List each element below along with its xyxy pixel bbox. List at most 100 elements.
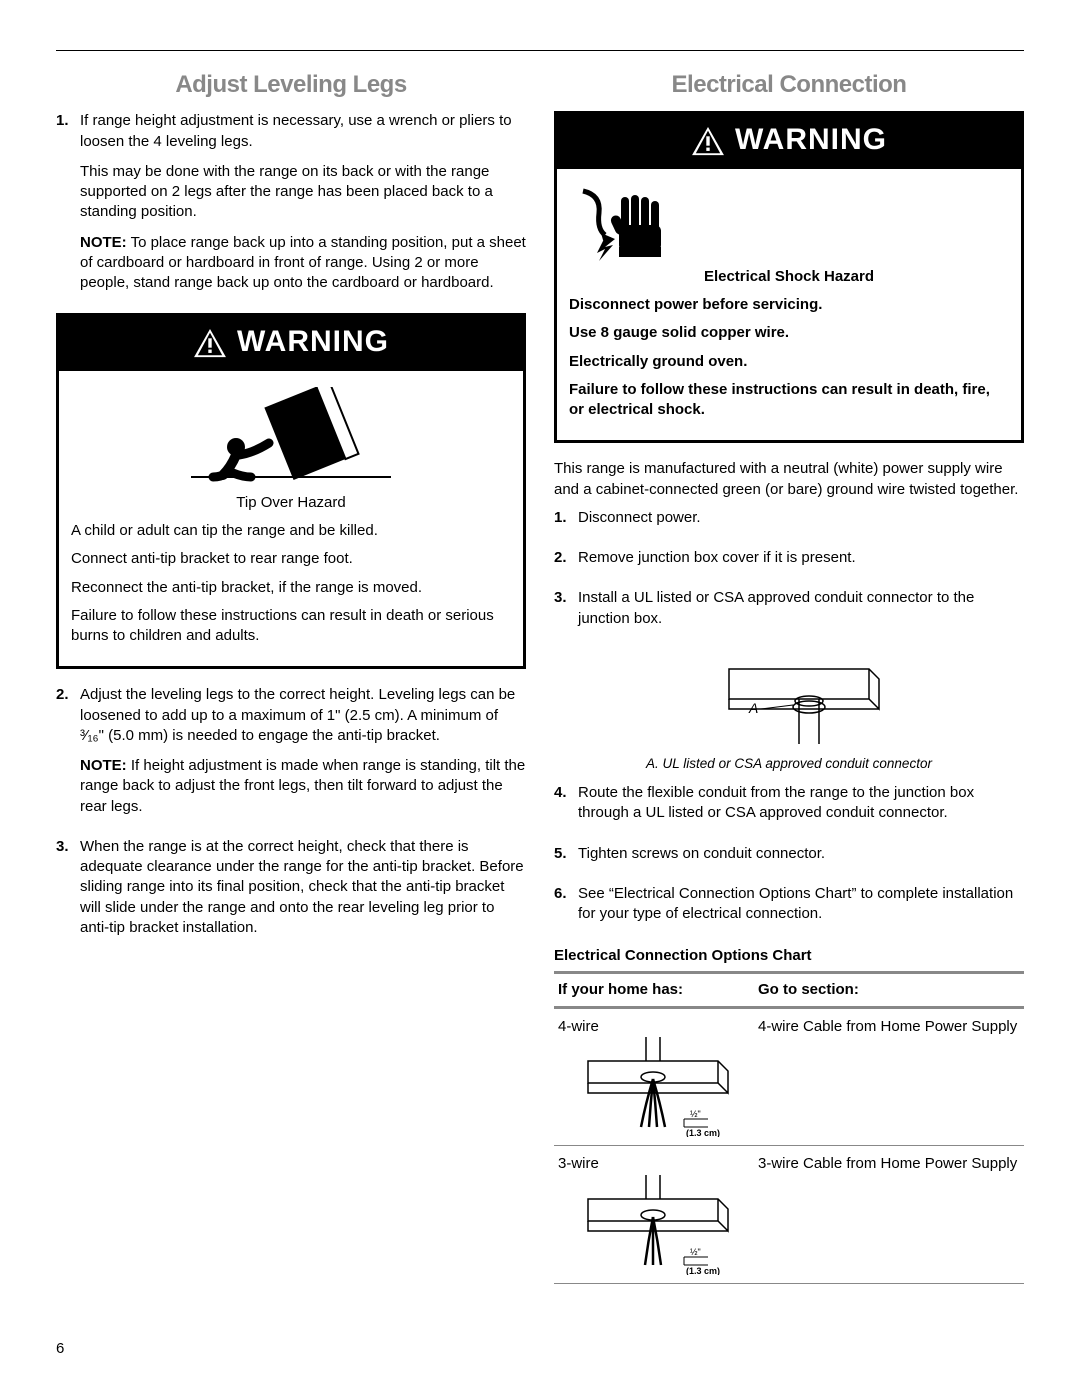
step-body: Remove junction box cover if it is prese… [578, 548, 1024, 578]
step-number: 6. [554, 884, 578, 935]
paragraph: When the range is at the correct height,… [80, 837, 526, 938]
table-cell: 3-wire Cable from Home Power Supply [754, 1146, 1024, 1284]
electrical-shock-icon [575, 185, 665, 261]
warning-line: Reconnect the anti-tip bracket, if the r… [71, 578, 511, 598]
right-column: Electrical Connection WARNING [554, 63, 1024, 1284]
step-number: 3. [56, 837, 80, 948]
paragraph: Remove junction box cover if it is prese… [578, 548, 1024, 568]
step-body: Disconnect power. [578, 508, 1024, 538]
electrical-steps: 1. Disconnect power. 2. Remove junction … [554, 508, 1024, 639]
page-top-rule [56, 50, 1024, 51]
warning-header-text: WARNING [237, 322, 389, 363]
step-body: Tighten screws on conduit connector. [578, 844, 1024, 874]
paragraph: Adjust the leveling legs to the correct … [80, 685, 526, 746]
step-body: Route the flexible conduit from the rang… [578, 783, 1024, 834]
warning-line: Failure to follow these instructions can… [71, 606, 511, 647]
step-body: When the range is at the correct height,… [80, 837, 526, 948]
warning-header: WARNING [557, 114, 1021, 169]
conduit-figure: A [554, 649, 1024, 749]
paragraph: Route the flexible conduit from the rang… [578, 783, 1024, 824]
warning-header: WARNING [59, 316, 523, 371]
step-body: Install a UL listed or CSA approved cond… [578, 588, 1024, 639]
list-item: 2. Adjust the leveling legs to the corre… [56, 685, 526, 827]
tip-over-figure [71, 387, 511, 487]
step-number: 2. [554, 548, 578, 578]
paragraph: See “Electrical Connection Options Chart… [578, 884, 1024, 925]
paragraph: If range height adjustment is necessary,… [80, 111, 526, 152]
table-row: 3-wire ½" (1.3 cm) 3-wire Cable from Hom… [554, 1146, 1024, 1284]
step-number: 2. [56, 685, 80, 827]
note-label: NOTE: [80, 757, 127, 774]
note-paragraph: NOTE: To place range back up into a stan… [80, 233, 526, 294]
paragraph: This may be done with the range on its b… [80, 162, 526, 223]
note-label: NOTE: [80, 234, 127, 251]
warning-triangle-icon [691, 126, 725, 156]
paragraph: Disconnect power. [578, 508, 1024, 528]
warning-body: Tip Over Hazard A child or adult can tip… [59, 371, 523, 667]
warning-line: Connect anti-tip bracket to rear range f… [71, 549, 511, 569]
electrical-steps-continued: 4. Route the flexible conduit from the r… [554, 783, 1024, 934]
figure-caption: A. UL listed or CSA approved conduit con… [554, 755, 1024, 773]
hazard-title: Electrical Shock Hazard [569, 267, 1009, 287]
paragraph: Tighten screws on conduit connector. [578, 844, 1024, 864]
step-number: 5. [554, 844, 578, 874]
electrical-warning-box: WARNING [554, 111, 1024, 443]
svg-text:½": ½" [690, 1247, 701, 1257]
options-chart-table: If your home has: Go to section: 4-wire … [554, 974, 1024, 1284]
note-text: To place range back up into a standing p… [80, 234, 526, 292]
list-item: 1. If range height adjustment is necessa… [56, 111, 526, 303]
wire-diagram-icon: ½" (1.3 cm) [558, 1037, 750, 1143]
options-chart-title: Electrical Connection Options Chart [554, 946, 1024, 966]
page-number: 6 [56, 1339, 64, 1359]
table-cell: 4-wire Cable from Home Power Supply [754, 1007, 1024, 1146]
paragraph: Install a UL listed or CSA approved cond… [578, 588, 1024, 629]
tip-over-icon [181, 387, 401, 487]
table-header: Go to section: [754, 974, 1024, 1008]
two-column-layout: Adjust Leveling Legs 1. If range height … [56, 63, 1024, 1284]
step-number: 4. [554, 783, 578, 834]
svg-text:(1.3 cm): (1.3 cm) [686, 1266, 720, 1275]
note-paragraph: NOTE: If height adjustment is made when … [80, 756, 526, 817]
list-item: 3. When the range is at the correct heig… [56, 837, 526, 948]
hazard-title: Tip Over Hazard [71, 493, 511, 513]
list-item: 1. Disconnect power. [554, 508, 1024, 538]
shock-figure [569, 185, 1009, 261]
step-number: 3. [554, 588, 578, 639]
warning-line: Disconnect power before servicing. [569, 295, 1009, 315]
list-item: 2. Remove junction box cover if it is pr… [554, 548, 1024, 578]
svg-text:½": ½" [690, 1109, 701, 1119]
leveling-steps-continued: 2. Adjust the leveling legs to the corre… [56, 685, 526, 948]
note-text: If height adjustment is made when range … [80, 757, 525, 815]
intro-paragraph: This range is manufactured with a neutra… [554, 459, 1024, 500]
tip-over-warning-box: WARNING [56, 313, 526, 669]
left-column: Adjust Leveling Legs 1. If range height … [56, 63, 526, 1284]
right-section-title: Electrical Connection [554, 69, 1024, 101]
warning-triangle-icon [193, 328, 227, 358]
warning-line: Electrically ground oven. [569, 352, 1009, 372]
conduit-connector-icon: A [669, 649, 909, 749]
step-body: If range height adjustment is necessary,… [80, 111, 526, 303]
warning-line: Use 8 gauge solid copper wire. [569, 323, 1009, 343]
step-body: See “Electrical Connection Options Chart… [578, 884, 1024, 935]
leveling-steps: 1. If range height adjustment is necessa… [56, 111, 526, 303]
table-cell: 3-wire ½" (1.3 cm) [554, 1146, 754, 1284]
list-item: 3. Install a UL listed or CSA approved c… [554, 588, 1024, 639]
list-item: 6. See “Electrical Connection Options Ch… [554, 884, 1024, 935]
svg-text:(1.3 cm): (1.3 cm) [686, 1128, 720, 1137]
warning-body: Electrical Shock Hazard Disconnect power… [557, 169, 1021, 441]
figure-callout-label: A [748, 700, 758, 716]
left-section-title: Adjust Leveling Legs [56, 69, 526, 101]
list-item: 4. Route the flexible conduit from the r… [554, 783, 1024, 834]
wire-diagram-icon: ½" (1.3 cm) [558, 1175, 750, 1281]
cell-text: 3-wire [558, 1154, 750, 1174]
cell-text: 4-wire [558, 1017, 750, 1037]
warning-line: Failure to follow these instructions can… [569, 380, 1009, 421]
table-header: If your home has: [554, 974, 754, 1008]
table-cell: 4-wire ½" (1.3 cm) [554, 1007, 754, 1146]
table-row: 4-wire ½" (1.3 cm) 4-wire Cable from Hom… [554, 1007, 1024, 1146]
step-number: 1. [56, 111, 80, 303]
step-number: 1. [554, 508, 578, 538]
warning-line: A child or adult can tip the range and b… [71, 521, 511, 541]
step-body: Adjust the leveling legs to the correct … [80, 685, 526, 827]
warning-header-text: WARNING [735, 120, 887, 161]
